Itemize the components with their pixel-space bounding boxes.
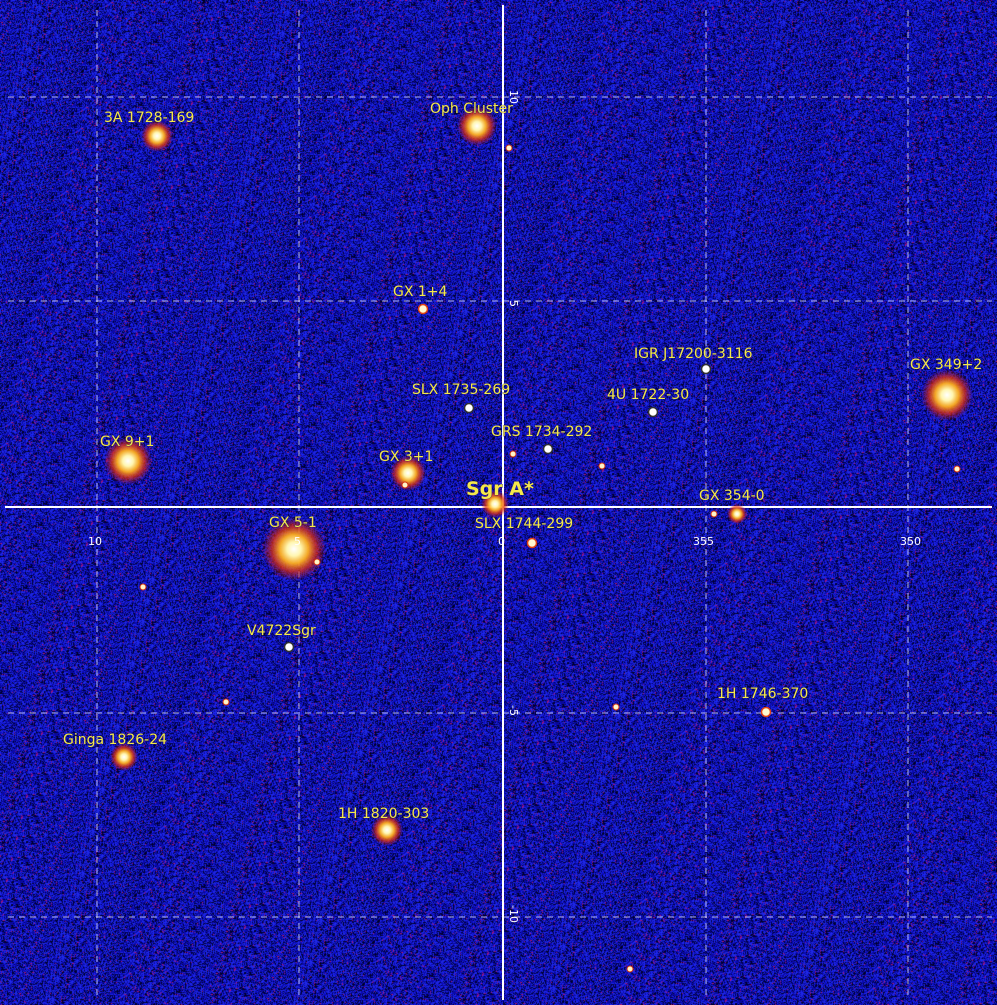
point-field-10	[505, 144, 513, 152]
label-slx-1735-269: SLX 1735-269	[412, 382, 510, 398]
glow-ginga-1826-24	[110, 743, 138, 771]
point-field-6	[626, 965, 634, 973]
glow-sgr-a	[481, 490, 509, 518]
label-3a-1728-169: 3A 1728-169	[104, 110, 194, 126]
source-glows	[104, 106, 973, 846]
glow-gx-349-2	[921, 369, 973, 421]
label-grs-1734-292: GRS 1734-292	[491, 424, 592, 440]
source-labels: 3A 1728-169 Oph Cluster GX 1+4 IGR J1720…	[63, 101, 983, 823]
point-field-9	[313, 558, 321, 566]
label-1h-1820-303: 1H 1820-303	[338, 806, 429, 822]
point-field-2	[598, 462, 606, 470]
point-field-5	[612, 703, 620, 711]
label-v4722sgr: V4722Sgr	[247, 623, 316, 639]
point-slx-1735-269	[463, 402, 475, 414]
label-sgr-a: Sgr A*	[466, 478, 534, 500]
label-gx-354-0: GX 354-0	[699, 488, 765, 504]
point-slx-1744-299	[526, 537, 538, 549]
label-oph-cluster: Oph Cluster	[430, 101, 513, 117]
point-field-1	[509, 450, 517, 458]
label-igr-j17200-3116: IGR J17200-3116	[634, 346, 753, 362]
glow-gx-3-1	[390, 455, 426, 491]
label-gx-9-1: GX 9+1	[100, 434, 154, 450]
tick-lon-0: 0	[498, 535, 505, 548]
source-points	[139, 144, 961, 973]
glow-gx-354-0	[727, 504, 747, 524]
point-field-8	[222, 698, 230, 706]
point-field-7	[139, 583, 147, 591]
tick-lat-minus-10: -10	[507, 905, 520, 923]
axis-tick-labels: 10 5 0 355 350 10 5 -5 -10	[88, 90, 921, 923]
point-field-3	[710, 510, 718, 518]
tick-lat-minus-5: -5	[507, 705, 520, 716]
point-field-4	[953, 465, 961, 473]
glow-gx-5-1	[262, 517, 326, 581]
label-4u-1722-30: 4U 1722-30	[607, 387, 689, 403]
label-gx-1-4: GX 1+4	[393, 284, 448, 300]
tick-lat-5: 5	[507, 300, 520, 307]
tick-lon-350: 350	[900, 535, 921, 548]
point-grs-1734-292	[542, 443, 554, 455]
tick-lat-10: 10	[507, 90, 520, 104]
glow-1h-1820-303	[371, 814, 403, 846]
label-gx-5-1: GX 5-1	[269, 515, 317, 531]
tick-lon-10: 10	[88, 535, 102, 548]
tick-lon-5: 5	[294, 535, 301, 548]
point-1h-1746-370	[760, 706, 772, 718]
point-field-11	[401, 481, 409, 489]
glow-3a-1728-169	[141, 120, 173, 152]
glow-oph-cluster	[457, 106, 497, 146]
tick-lon-355: 355	[693, 535, 714, 548]
point-v4722sgr	[283, 641, 295, 653]
label-slx-1744-299: SLX 1744-299	[475, 516, 573, 532]
glow-gx-9-1	[104, 437, 152, 485]
label-gx-3-1: GX 3+1	[379, 449, 433, 465]
point-gx-1-4	[417, 303, 429, 315]
label-gx-349-2: GX 349+2	[910, 357, 982, 373]
point-4u-1722-30	[647, 406, 659, 418]
point-igr-j17200-3116	[700, 363, 712, 375]
label-ginga-1826-24: Ginga 1826-24	[63, 732, 167, 748]
label-1h-1746-370: 1H 1746-370	[717, 686, 808, 702]
